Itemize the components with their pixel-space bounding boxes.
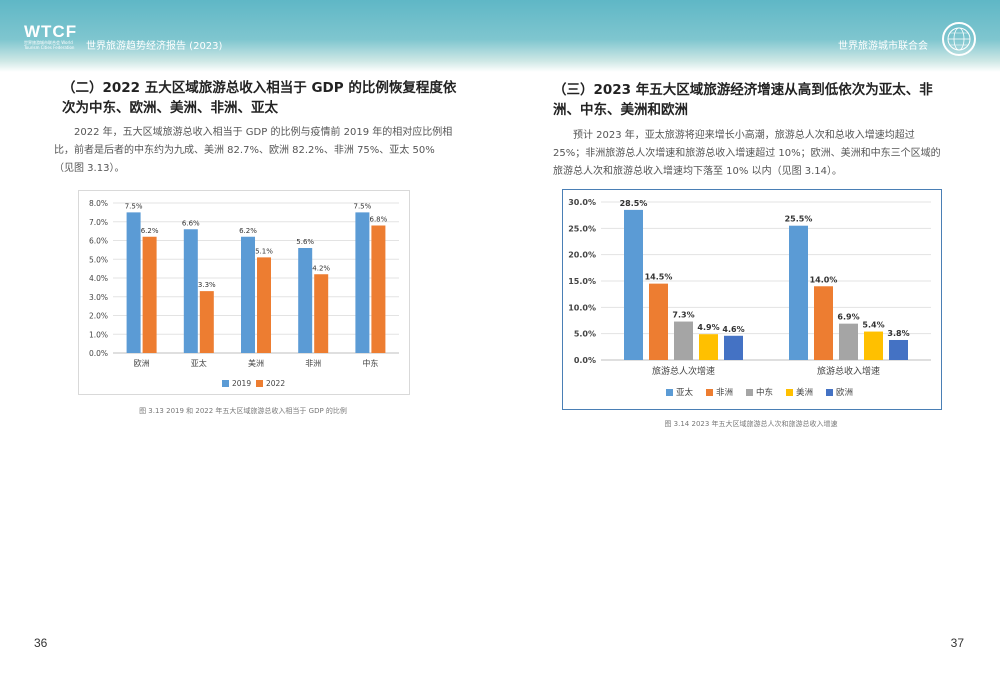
chart1-y-tick-label: 8.0% [89,199,108,208]
left-paragraph: 2022 年，五大区域旅游总收入相当于 GDP 的比例与疫情前 2019 年的相… [54,127,453,174]
chart2-bar-非洲 [814,286,833,360]
chart2-y-tick-label: 20.0% [568,251,596,260]
chart2-legend-label: 非洲 [716,387,733,398]
chart2-category-label: 旅游总人次增速 [652,365,715,377]
chart2-y-tick-label: 15.0% [568,277,596,286]
chart1-category-label: 非洲 [305,358,321,368]
chart1-y-tick-label: 0.0% [89,349,108,358]
chart2-bar-亚太 [624,209,643,360]
chart1-y-tick-label: 1.0% [89,330,108,339]
chart2-data-label: 14.0% [810,275,838,284]
chart2-y-tick-label: 0.0% [574,356,596,365]
chart1-y-tick-label: 3.0% [89,293,108,302]
chart1-y-tick-label: 6.0% [89,237,108,246]
chart2-legend-label: 亚太 [676,387,694,398]
chart1-bar-2019 [241,236,255,353]
page-header: WTCF 世界旅游城市联合会 World Tourism Cities Fede… [0,0,1000,72]
chart2-legend-label: 美洲 [796,387,813,398]
right-caption: 图 3.14 2023 年五大区域旅游总人次和旅游总收入增速 [664,420,838,428]
left-caption: 图 3.13 2019 和 2022 年五大区域旅游总收入相当于 GDP 的比例 [139,407,347,415]
chart2-data-label: 6.9% [837,313,859,322]
chart1-bar-2022 [371,225,386,353]
chart1-data-label: 6.8% [370,216,388,224]
chart1-legend-swatch [222,380,229,387]
chart-3-13: 0.0% 1.0% 2.0% 3.0% 4.0% 5.0% 6.0% 7.0% 8.0% 欧洲 7.… [78,190,410,395]
chart2-legend-label: 中东 [756,387,773,398]
organization-name: 世界旅游城市联合会 [838,41,928,52]
chart2-bar-中东 [674,321,693,360]
chart1-bar-2022 [199,291,214,353]
chart1-legend-label: 2019 [232,379,251,388]
chart2-category-label: 旅游总收入增速 [817,365,880,377]
chart1-bar-2022 [142,236,157,353]
chart2-y-tick-label: 25.0% [568,224,596,233]
chart2-legend-label: 欧洲 [836,387,853,398]
chart2-y-tick-label: 10.0% [568,303,596,312]
globe-icon [942,22,976,56]
chart-3-14: 0.0% 5.0% 10.0% 15.0% 20.0% 25.0% 30.0% 旅游总人次增速… [562,189,942,410]
chart1-data-label: 5.1% [255,247,273,255]
chart1-bar-2019 [126,212,141,353]
chart1-category-label: 中东 [362,358,378,368]
chart2-bar-亚太 [789,225,808,360]
chart2-bar-非洲 [649,283,668,360]
chart1-data-label: 6.2% [141,227,159,235]
report-title: 世界旅游趋势经济报告 (2023) [86,41,223,52]
chart1-data-label: 6.2% [239,227,257,235]
chart1-legend-label: 2022 [266,379,285,388]
chart2-legend-swatch [706,389,713,396]
chart1-data-label: 7.5% [125,202,143,210]
chart2-bar-美洲 [864,331,883,360]
chart1-y-tick-label: 4.0% [89,274,108,283]
chart2-bar-美洲 [699,334,718,360]
chart1-y-tick-label: 2.0% [89,312,108,321]
chart1-data-label: 7.5% [354,202,372,210]
chart2-y-tick-label: 5.0% [574,330,596,339]
left-section-heading: （二）2022 五大区域旅游总收入相当于 GDP 的比例恢复程度依次为中东、欧洲… [62,80,457,116]
chart1-bar-2019 [298,248,313,353]
chart1-y-tick-label: 7.0% [89,218,108,227]
chart2-y-tick-label: 30.0% [568,198,596,207]
chart2-data-label: 7.3% [672,311,694,320]
chart1-category-label: 美洲 [248,358,264,368]
chart2-legend-swatch [746,389,753,396]
left-page-number: 36 [34,636,48,650]
chart2-legend-swatch [826,389,833,396]
chart2-bar-欧洲 [889,339,908,360]
chart1-bar-2019 [183,229,198,353]
chart2-data-label: 14.5% [645,273,673,282]
chart1-y-tick-label: 5.0% [89,255,108,264]
chart1-data-label: 3.3% [198,281,216,289]
chart1-bar-2019 [355,212,370,353]
chart1-data-label: 4.2% [312,264,330,272]
chart1-legend-swatch [256,380,263,387]
chart2-data-label: 4.9% [697,323,719,332]
chart1-bar-2022 [257,257,271,353]
chart2-legend-swatch [786,389,793,396]
chart1-bar-2022 [314,274,329,353]
chart2-data-label: 4.6% [722,325,744,334]
chart-3-13-svg: 0.0% 1.0% 2.0% 3.0% 4.0% 5.0% 6.0% 7.0% 8.0% 欧洲 7.… [89,199,399,388]
wtcf-logo: WTCF [24,22,78,41]
chart2-data-label: 5.4% [862,321,884,330]
chart2-data-label: 28.5% [620,199,648,208]
chart2-bar-欧洲 [724,335,743,360]
chart2-data-label: 3.8% [887,329,909,338]
chart2-data-label: 25.5% [785,215,813,224]
right-paragraph: 预计 2023 年，亚太旅游将迎来增长小高潮，旅游总人次和总收入增速均超过 25… [553,130,941,177]
chart2-legend-swatch [666,389,673,396]
chart1-data-label: 5.6% [296,238,314,246]
chart-3-14-svg: 0.0% 5.0% 10.0% 15.0% 20.0% 25.0% 30.0% 旅游总人次增速… [568,198,931,398]
right-page-number: 37 [950,636,964,650]
chart1-category-label: 亚太 [191,358,207,368]
logo-subtitle: 世界旅游城市联合会 World Tourism Cities Federatio… [24,40,75,50]
chart1-category-label: 欧洲 [134,358,150,368]
right-section-heading: （三）2023 年五大区域旅游经济增速从高到低依次为亚太、非洲、中东、美洲和欧洲 [553,82,933,118]
chart2-bar-中东 [839,323,858,360]
chart1-data-label: 6.6% [182,219,200,227]
